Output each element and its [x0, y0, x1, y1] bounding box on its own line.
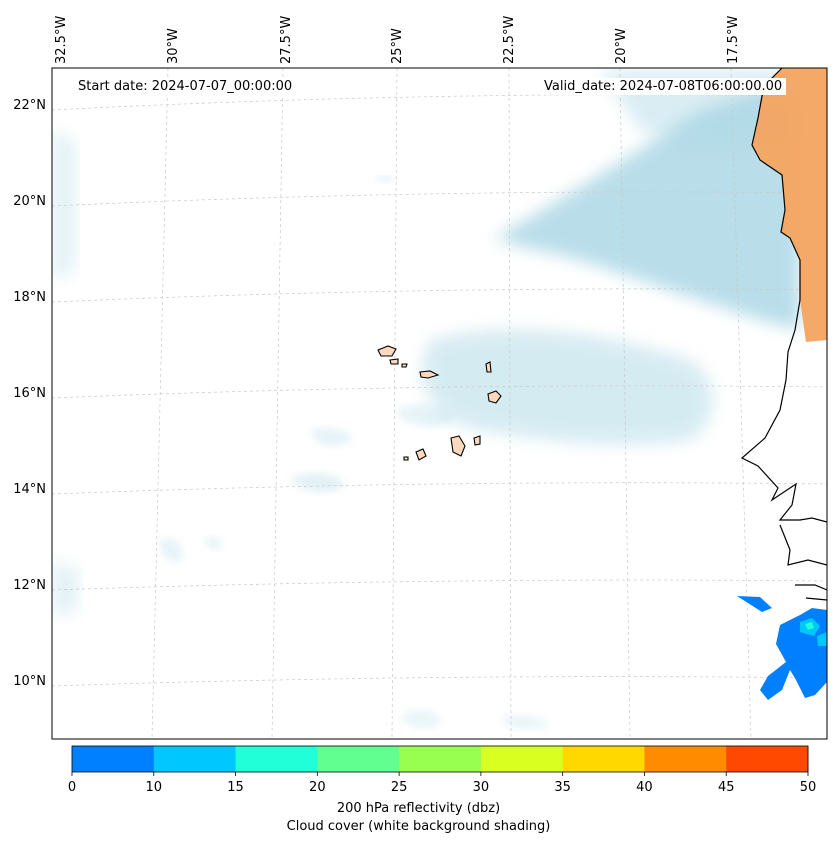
- colorbar: [71, 745, 809, 776]
- colorbar-tick-label: 10: [145, 780, 163, 795]
- lon-label: 17.5°W: [726, 15, 741, 64]
- map-frame: [51, 67, 828, 740]
- lon-label: 25°W: [390, 28, 405, 64]
- lat-label: 12°N: [13, 578, 46, 593]
- lat-label: 16°N: [13, 386, 46, 401]
- cape-verde-islands: [377, 345, 502, 461]
- colorbar-segment: [726, 746, 809, 772]
- colorbar-tick-label: 20: [309, 780, 326, 795]
- colorbar-tick-label: 0: [67, 780, 77, 795]
- lon-label: 22.5°W: [502, 15, 517, 64]
- lon-label: 20°W: [614, 28, 629, 64]
- colorbar-segment: [562, 746, 645, 772]
- graticule: [52, 68, 827, 739]
- lat-label: 14°N: [13, 482, 46, 497]
- colorbar-frame: [71, 745, 809, 773]
- colorbar-tick-label: 50: [799, 780, 817, 795]
- reflectivity-field: [737, 596, 827, 700]
- valid-date-label: Valid_date: 2024-07-08T06:00:00.00: [540, 78, 787, 95]
- colorbar-segment: [235, 746, 318, 772]
- colorbar-segment: [399, 746, 482, 772]
- lat-label: 22°N: [13, 98, 46, 113]
- africa-coastline: [740, 68, 827, 601]
- lon-label: 27.5°W: [279, 15, 294, 64]
- colorbar-label-cloud: Cloud cover (white background shading): [286, 819, 551, 834]
- colorbar-label-reflectivity: 200 hPa reflectivity (dbz): [336, 801, 501, 816]
- lat-label: 10°N: [13, 674, 46, 689]
- colorbar-tick-label: 40: [636, 780, 653, 795]
- colorbar-tick-label: 35: [554, 780, 571, 795]
- colorbar-tick-label: 30: [472, 780, 490, 795]
- lat-label: 18°N: [13, 290, 46, 305]
- africa-land: [752, 68, 827, 342]
- lon-label: 32.5°W: [54, 15, 69, 64]
- colorbar-tick-label: 45: [717, 780, 735, 795]
- colorbar-segment: [72, 746, 155, 772]
- start-date-label: Start date: 2024-07-07_00:00:00: [74, 78, 297, 95]
- colorbar-tick-label: 15: [227, 780, 244, 795]
- colorbar-segment: [153, 746, 237, 772]
- colorbar-segment: [317, 746, 400, 772]
- colorbar-segment: [644, 746, 727, 772]
- map-area: [52, 68, 827, 739]
- lat-label: 20°N: [13, 194, 46, 209]
- colorbar-tick-label: 25: [390, 780, 408, 795]
- lon-label: 30°W: [166, 28, 181, 64]
- colorbar-segment: [480, 746, 564, 772]
